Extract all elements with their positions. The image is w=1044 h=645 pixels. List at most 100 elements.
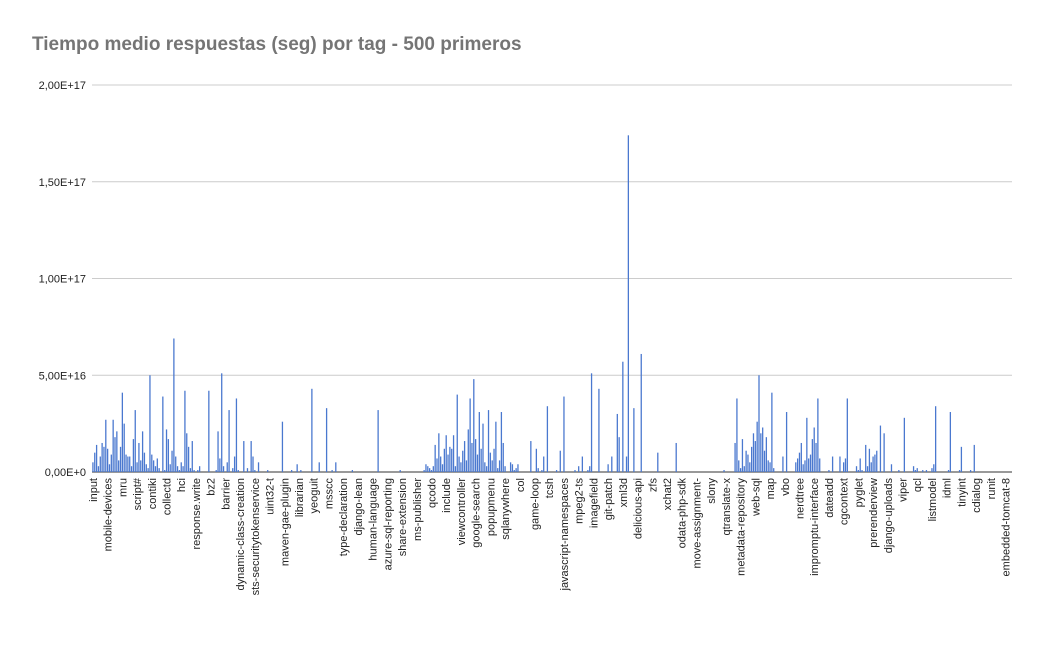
- bar: [105, 419, 107, 472]
- bar: [842, 462, 845, 472]
- x-tick-label: google-search: [471, 478, 483, 548]
- bar: [480, 448, 482, 472]
- bar: [931, 468, 933, 472]
- bar: [143, 452, 146, 472]
- bar: [559, 450, 561, 472]
- bar: [149, 375, 151, 472]
- x-tick-label: impromptu-interface: [809, 478, 821, 576]
- bar: [497, 468, 499, 472]
- bar: [463, 441, 466, 472]
- bar: [879, 425, 882, 472]
- bar: [489, 452, 492, 472]
- bar: [156, 458, 158, 472]
- x-tick-label: contiki: [147, 478, 159, 509]
- bar: [95, 444, 98, 472]
- x-tick-label: librarian: [294, 478, 306, 517]
- bar: [504, 466, 506, 472]
- bar: [859, 458, 861, 472]
- bar: [800, 442, 802, 472]
- bar: [233, 456, 236, 472]
- x-tick-label: collectd: [162, 478, 174, 515]
- bar: [423, 470, 425, 472]
- bar: [563, 396, 565, 472]
- bar: [125, 454, 127, 472]
- bar: [267, 470, 269, 472]
- bar: [176, 466, 179, 472]
- x-tick-label: embedded-tomcat-8: [1001, 478, 1013, 576]
- bar: [486, 466, 488, 472]
- bar: [99, 456, 101, 472]
- bar: [175, 456, 177, 472]
- x-tick-label: idml: [942, 478, 954, 498]
- bar: [495, 421, 497, 472]
- bar: [846, 398, 848, 472]
- bar: [828, 470, 830, 472]
- bar: [436, 458, 438, 472]
- bar: [460, 462, 462, 472]
- bar: [857, 470, 860, 472]
- bar: [108, 464, 111, 472]
- bar: [785, 412, 788, 472]
- bar: [969, 470, 972, 472]
- bar: [546, 406, 549, 472]
- bar: [817, 398, 819, 472]
- x-tick-label: barrier: [220, 478, 232, 510]
- bar: [611, 456, 613, 472]
- bar: [451, 448, 453, 472]
- bar: [127, 456, 129, 472]
- bar: [152, 460, 155, 472]
- bar: [922, 470, 924, 472]
- bar: [912, 466, 915, 472]
- bar: [802, 464, 804, 472]
- bar: [587, 470, 589, 472]
- bar: [226, 462, 228, 472]
- bar: [254, 470, 256, 472]
- bar: [430, 470, 433, 472]
- bar: [215, 470, 217, 472]
- bar: [290, 470, 293, 472]
- bar: [890, 464, 893, 472]
- bar: [517, 464, 519, 472]
- bar: [861, 470, 863, 472]
- bar: [618, 437, 620, 472]
- bar: [898, 470, 900, 472]
- bar: [217, 431, 219, 472]
- bar: [749, 462, 751, 472]
- bar: [118, 460, 120, 472]
- x-tick-label: mobile-devices: [103, 478, 115, 552]
- bar: [640, 353, 642, 472]
- bar: [741, 439, 744, 472]
- bar: [456, 394, 458, 472]
- bar: [123, 423, 125, 472]
- bar: [743, 466, 745, 472]
- x-tick-label: listmodel: [927, 478, 939, 521]
- bar: [590, 373, 593, 472]
- bar: [947, 470, 950, 472]
- bar: [438, 433, 440, 472]
- y-tick-label: 0,00E+0: [45, 467, 86, 479]
- bar: [154, 466, 157, 472]
- bar: [616, 413, 618, 472]
- bar: [866, 466, 869, 472]
- bar: [222, 466, 225, 472]
- bar: [798, 452, 801, 472]
- bar: [511, 464, 514, 472]
- x-tick-label: zfs: [647, 478, 659, 493]
- bar: [487, 410, 490, 472]
- x-tick-label: ms-publisher: [412, 478, 424, 541]
- bar: [399, 470, 401, 472]
- x-tick-label: git-patch: [603, 478, 615, 520]
- y-tick-label: 1,50E+17: [39, 177, 86, 189]
- x-tick-label: dynamic-class-creation: [235, 478, 247, 590]
- bar: [883, 433, 885, 472]
- bar: [171, 450, 173, 472]
- bar: [428, 468, 431, 472]
- x-tick-label: xchat2: [662, 478, 674, 510]
- bar: [162, 396, 164, 472]
- bar: [868, 448, 871, 472]
- bar: [482, 423, 484, 472]
- bar: [949, 412, 952, 472]
- bar: [543, 456, 545, 472]
- bar: [145, 464, 147, 472]
- bar: [193, 470, 195, 472]
